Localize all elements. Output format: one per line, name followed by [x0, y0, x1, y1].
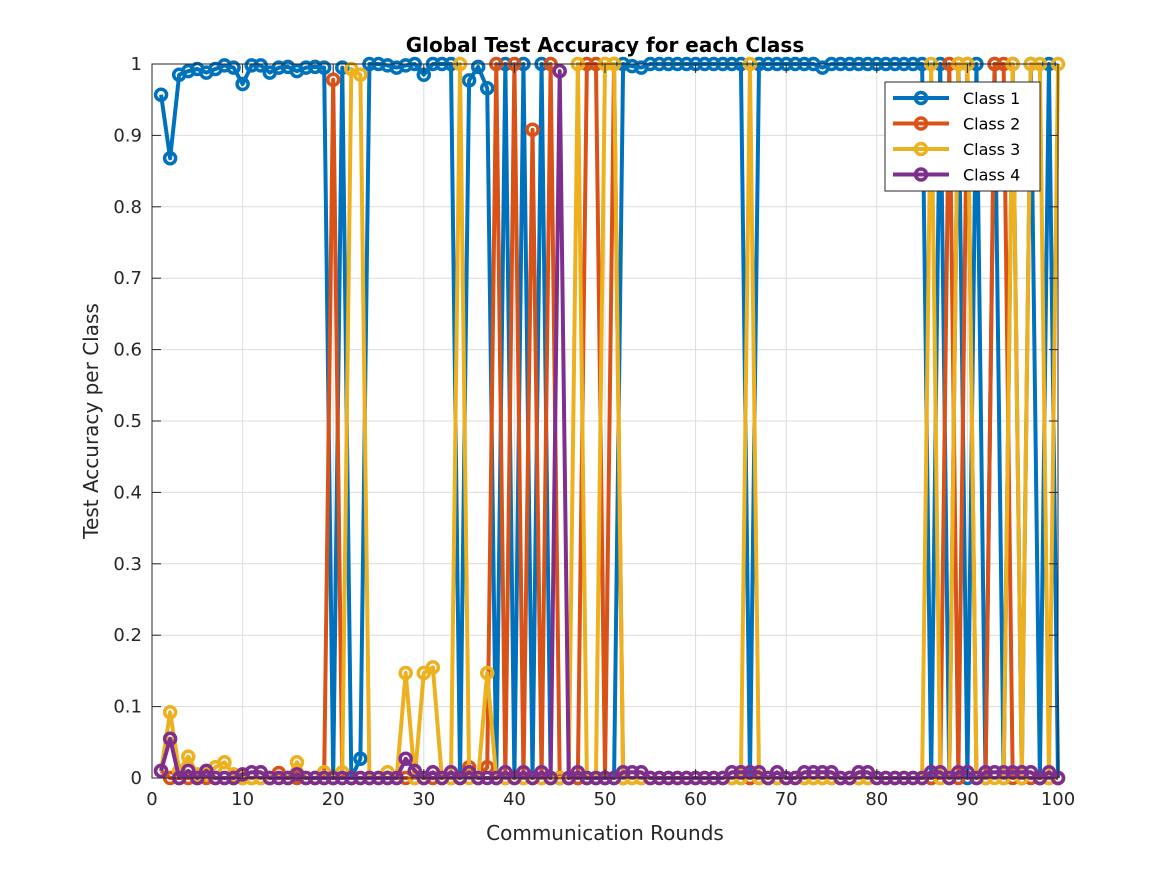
y-tick-label: 0.6 [113, 340, 142, 361]
y-tick-label: 0.3 [113, 554, 142, 575]
data-point [271, 60, 287, 75]
legend-label: Class 4 [963, 166, 1020, 185]
x-tick-label: 80 [865, 789, 888, 810]
data-point [180, 749, 196, 764]
data-point [217, 755, 232, 770]
data-point [335, 60, 350, 75]
data-point [398, 58, 413, 73]
x-tick-label: 0 [146, 789, 157, 810]
x-tick-label: 30 [412, 789, 435, 810]
x-tick-label: 60 [684, 789, 707, 810]
data-point [162, 731, 178, 746]
y-axis: 0 0.1 0.2 0.3 0.4 0.5 0.6 0.7 0.8 0.9 1 [113, 54, 1058, 789]
data-point [162, 150, 178, 166]
legend-marker [913, 90, 929, 106]
data-point [461, 73, 477, 88]
legend: Class 1 Class 2 Class 3 Class 4 [884, 81, 1041, 192]
x-tick-label: 20 [322, 789, 345, 810]
x-tick-label: 50 [594, 789, 617, 810]
data-point [162, 705, 178, 720]
legend-item: Class 1 [893, 89, 1020, 108]
data-point [398, 751, 413, 766]
legend-item: Class 3 [893, 140, 1020, 159]
legend-label: Class 3 [963, 140, 1020, 159]
legend-label: Class 1 [963, 89, 1020, 108]
x-axis-label: Communication Rounds [486, 821, 724, 845]
y-tick-label: 0 [131, 768, 142, 789]
legend-item: Class 2 [893, 115, 1020, 134]
x-tick-label: 90 [956, 789, 979, 810]
data-point [235, 76, 250, 92]
legend-marker [913, 167, 929, 182]
data-point [407, 763, 422, 779]
data-point [479, 665, 495, 681]
x-tick-label: 10 [231, 789, 254, 810]
data-point [153, 763, 169, 779]
x-tick-label: 100 [1041, 789, 1075, 810]
data-point [353, 751, 368, 766]
y-axis-label: Test Accuracy per Class [79, 303, 103, 540]
data-point [552, 63, 567, 79]
data-point [307, 59, 323, 75]
legend-label: Class 2 [963, 115, 1020, 134]
y-tick-label: 1 [131, 54, 142, 75]
data-point [398, 665, 413, 681]
data-point [253, 58, 268, 73]
y-tick-label: 0.9 [113, 125, 142, 146]
data-point [226, 60, 241, 75]
data-point [153, 87, 169, 102]
chart-title: Global Test Accuracy for each Class [406, 33, 805, 57]
x-tick-label: 40 [503, 789, 526, 810]
data-point [353, 67, 368, 82]
data-point [425, 660, 441, 675]
x-tick-label: 70 [775, 789, 798, 810]
data-point [316, 60, 332, 75]
y-tick-label: 0.1 [113, 697, 142, 718]
x-axis: 0 10 20 30 40 50 60 70 80 90 100 [146, 64, 1075, 810]
legend-item: Class 4 [893, 166, 1020, 185]
data-point [470, 59, 486, 75]
data-point [180, 763, 196, 779]
y-tick-label: 0.4 [113, 482, 142, 503]
data-point [525, 122, 540, 137]
data-point [244, 58, 259, 73]
data-point [325, 72, 341, 87]
y-tick-label: 0.5 [113, 411, 142, 432]
legend-marker [913, 116, 929, 131]
data-point [624, 58, 640, 74]
data-point [479, 81, 495, 96]
data-point [199, 763, 214, 779]
legend-marker [913, 141, 929, 157]
y-tick-label: 0.2 [113, 625, 142, 646]
data-point [298, 60, 314, 75]
y-tick-label: 0.7 [113, 268, 142, 289]
y-tick-label: 0.8 [113, 197, 142, 218]
